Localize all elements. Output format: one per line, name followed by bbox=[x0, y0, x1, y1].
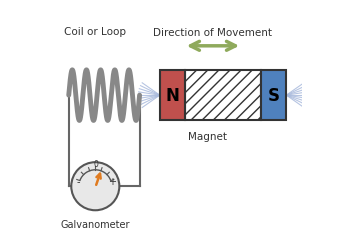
Text: Coil or Loop: Coil or Loop bbox=[64, 26, 126, 37]
Text: Magnet: Magnet bbox=[188, 131, 228, 141]
Text: 0: 0 bbox=[94, 159, 98, 168]
Text: Galvanometer: Galvanometer bbox=[61, 219, 130, 229]
Text: S: S bbox=[268, 87, 280, 105]
Bar bbox=[261, 71, 286, 121]
Text: -: - bbox=[76, 176, 80, 186]
Bar bbox=[160, 71, 185, 121]
Text: N: N bbox=[166, 87, 180, 105]
Text: +: + bbox=[108, 176, 117, 186]
Text: Direction of Movement: Direction of Movement bbox=[153, 28, 272, 38]
Bar bbox=[185, 71, 261, 121]
Circle shape bbox=[71, 163, 119, 210]
